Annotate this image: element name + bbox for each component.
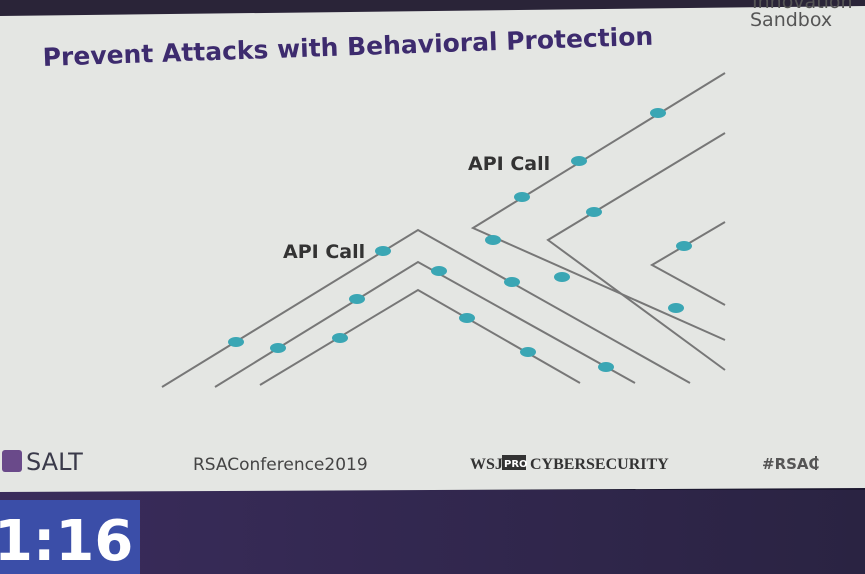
- corner-text: Innovation: [752, 0, 853, 13]
- pro-box: [502, 455, 526, 470]
- timer-box: [0, 500, 140, 574]
- slide: [0, 6, 865, 492]
- api-label: API Call: [468, 153, 550, 175]
- conference-logo: RSAConference2019: [193, 455, 368, 475]
- corner-text: Sandbox: [750, 9, 832, 31]
- bottom-band: [0, 490, 865, 574]
- hashtag: #RSAC: [762, 455, 820, 473]
- timer: 1:16: [0, 509, 133, 574]
- wsj-logo: WSJ: [470, 456, 503, 473]
- salt-icon: [2, 450, 22, 472]
- api-label: API Call: [283, 241, 365, 263]
- diagram-dots: [228, 108, 692, 372]
- diagram-lines: [161, 72, 726, 388]
- pro-logo: PRO: [504, 459, 528, 470]
- cyber-logo: CYBERSECURITY: [530, 456, 669, 473]
- salt-logo: SALT: [26, 448, 83, 476]
